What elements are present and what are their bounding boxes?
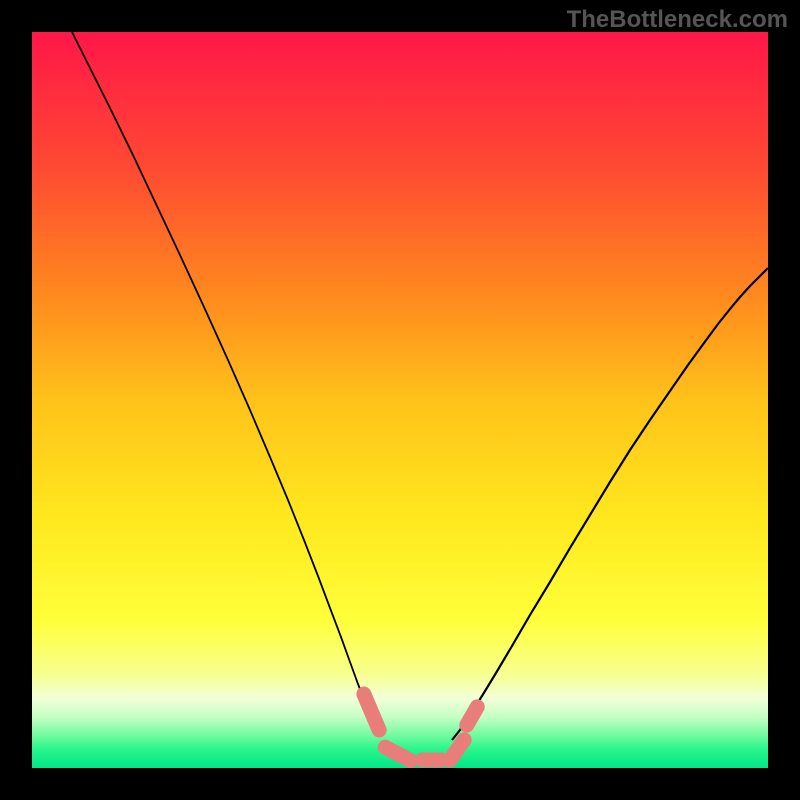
- watermark-text: TheBottleneck.com: [567, 6, 788, 33]
- bottleneck-chart: [32, 32, 768, 768]
- chart-background: [32, 32, 768, 768]
- watermark: TheBottleneck.com: [567, 6, 788, 34]
